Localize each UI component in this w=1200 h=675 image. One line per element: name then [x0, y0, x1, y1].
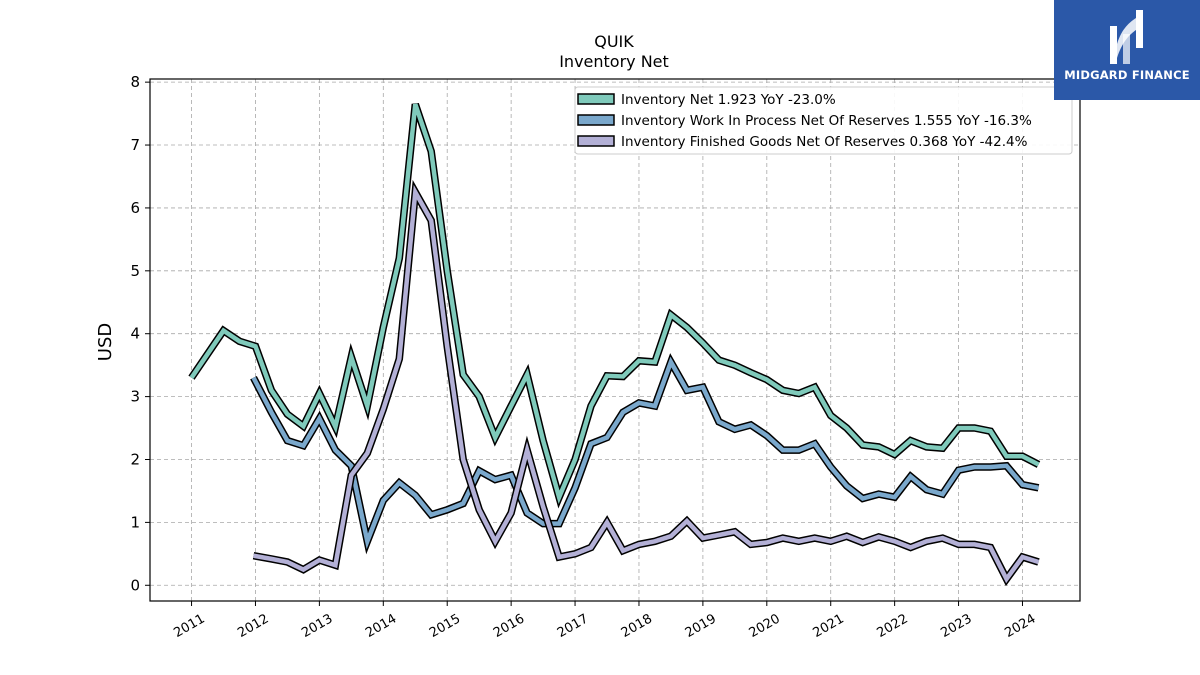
grid	[150, 79, 1080, 601]
x-tick-label: 2021	[811, 611, 847, 641]
legend-label: Inventory Finished Goods Net Of Reserves…	[621, 134, 1028, 150]
legend-swatch	[577, 135, 615, 147]
plot-frame	[149, 78, 1081, 602]
series-line	[189, 103, 1040, 504]
y-tick-label: 0	[130, 576, 140, 594]
legend-label: Inventory Work In Process Net Of Reserve…	[621, 113, 1032, 129]
legend: Inventory Net 1.923 YoY -23.0% Inventory …	[574, 86, 1073, 155]
x-tick-label: 2016	[491, 611, 527, 641]
x-tick-label: 2017	[555, 611, 591, 641]
series-line	[253, 184, 1040, 584]
y-tick-label: 3	[130, 388, 140, 406]
legend-item: Inventory Finished Goods Net Of Reserves…	[577, 134, 1028, 150]
y-tick-label: 1	[130, 513, 140, 531]
y-tick-label: 2	[130, 450, 140, 468]
x-tick-label: 2012	[235, 611, 271, 641]
x-tick-label: 2018	[619, 611, 655, 641]
y-tick-label: 4	[130, 325, 140, 343]
legend-swatch	[577, 93, 615, 105]
series-line	[251, 356, 1039, 550]
x-tick-label: 2019	[683, 611, 719, 641]
x-tick-label: 2020	[747, 611, 783, 641]
y-tick-label: 7	[130, 136, 140, 154]
legend-label: Inventory Net 1.923 YoY -23.0%	[621, 92, 836, 108]
series-line-outline	[188, 103, 1041, 509]
legend-swatch	[577, 114, 615, 126]
chart-subtitle: Inventory Net	[559, 52, 669, 71]
x-tick-label: 2023	[938, 611, 974, 641]
series-1	[188, 103, 1041, 509]
brand-logo: MIDGARD FINANCE	[1054, 0, 1200, 100]
x-tick-label: 2013	[299, 611, 335, 641]
series-lines	[188, 103, 1041, 587]
x-tick-label: 2015	[427, 611, 463, 641]
legend-box	[574, 86, 1073, 155]
legend-item: Inventory Net 1.923 YoY -23.0%	[577, 92, 836, 108]
y-tick-label: 5	[130, 262, 140, 280]
midgard-logo-icon	[1110, 10, 1143, 64]
series-2	[250, 353, 1040, 555]
x-tick-label: 2024	[1002, 611, 1038, 641]
legend-item: Inventory Work In Process Net Of Reserve…	[577, 113, 1032, 129]
chart-title: QUIK	[594, 32, 634, 51]
y-axis-label: USD	[95, 323, 116, 361]
x-tick-label: 2011	[171, 611, 207, 641]
y-tick-label: 8	[130, 73, 140, 91]
series-3	[252, 179, 1040, 587]
brand-name: MIDGARD FINANCE	[1064, 68, 1190, 82]
x-tick-label: 2022	[874, 611, 910, 641]
y-tick-label: 6	[130, 199, 140, 217]
x-tick-label: 2014	[363, 611, 399, 641]
